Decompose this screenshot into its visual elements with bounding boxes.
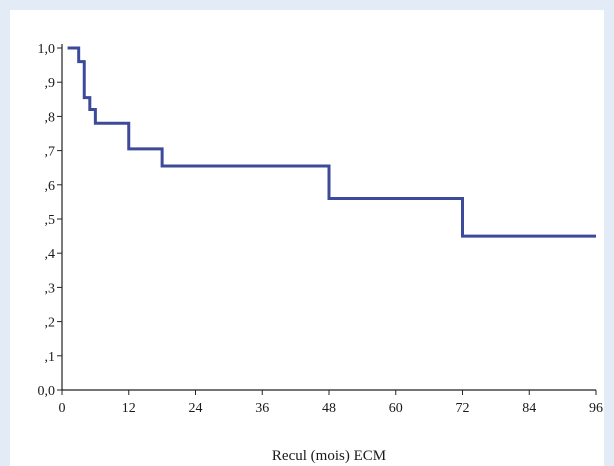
x-axis-ticks: 0 12 24 36 48 60 72 84 96 [59, 390, 603, 416]
y-tick-label: ,5 [45, 213, 56, 228]
y-tick-label: ,8 [45, 110, 56, 125]
y-tick-label: 0,0 [38, 384, 56, 399]
x-tick-label: 84 [522, 401, 536, 416]
chart-panel: 0,0 ,1 ,2 ,3 ,4 ,5 ,6 ,7 ,8 ,9 1,0 0 12 24 36 48 60 72 84… [10, 10, 604, 466]
y-tick-label: ,1 [45, 350, 56, 365]
x-tick-label: 96 [589, 401, 603, 416]
x-tick-label: 72 [456, 401, 470, 416]
x-tick-label: 60 [389, 401, 403, 416]
y-tick-label: ,9 [45, 76, 56, 91]
y-tick-label: 1,0 [38, 42, 56, 57]
x-tick-label: 24 [189, 401, 203, 416]
x-tick-label: 0 [59, 401, 66, 416]
survival-chart: 0,0 ,1 ,2 ,3 ,4 ,5 ,6 ,7 ,8 ,9 1,0 0 12 24 36 48 60 72 84… [38, 42, 604, 464]
y-tick-label: ,2 [45, 316, 56, 331]
survival-curve-line [67, 46, 596, 238]
y-tick-label: ,6 [45, 179, 56, 194]
chart-axes [61, 44, 596, 391]
x-tick-label: 36 [255, 401, 269, 416]
y-tick-label: ,3 [45, 281, 56, 296]
y-axis-ticks: 0,0 ,1 ,2 ,3 ,4 ,5 ,6 ,7 ,8 ,9 1,0 [38, 42, 62, 399]
x-axis-title: Recul (mois) ECM [272, 448, 386, 464]
y-tick-label: ,4 [45, 247, 56, 262]
x-tick-label: 48 [322, 401, 336, 416]
y-tick-label: ,7 [45, 145, 56, 160]
x-tick-label: 12 [122, 401, 136, 416]
